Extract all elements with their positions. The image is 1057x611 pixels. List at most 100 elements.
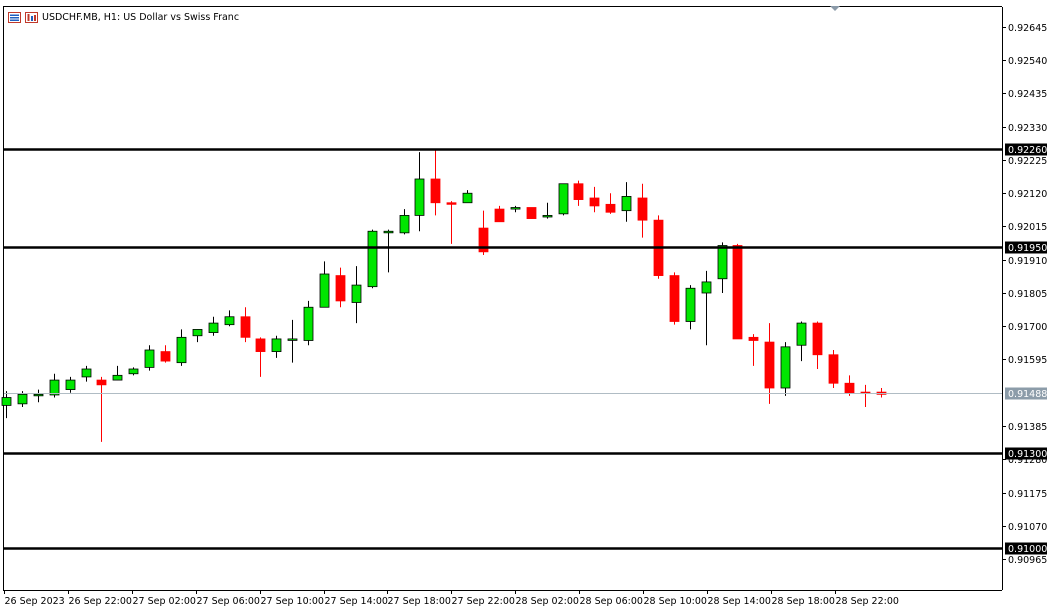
bearish-candle[interactable]: [240, 316, 251, 338]
bearish-candle[interactable]: [589, 197, 600, 207]
bullish-candle[interactable]: [287, 338, 298, 341]
level-price-label: 0.92260: [1008, 145, 1047, 156]
bearish-candle[interactable]: [478, 227, 489, 253]
bearish-candle[interactable]: [732, 245, 743, 340]
level-price-tag: [1005, 143, 1047, 156]
price-tick-label: 0.92015: [1008, 222, 1047, 233]
bearish-candle[interactable]: [160, 351, 171, 362]
bearish-candle[interactable]: [96, 379, 107, 386]
price-tick-label: 0.92435: [1008, 89, 1047, 100]
bullish-candle[interactable]: [319, 273, 330, 308]
bullish-candle[interactable]: [351, 284, 362, 303]
level-price-label: 0.91000: [1008, 544, 1047, 555]
bullish-candle[interactable]: [717, 245, 728, 280]
bullish-candle[interactable]: [271, 338, 282, 352]
time-tick-label: 28 Sep 06:00: [580, 596, 643, 607]
bearish-candle[interactable]: [446, 202, 457, 205]
price-tick-label: 0.91175: [1008, 489, 1047, 500]
time-tick-label: 27 Sep 14:00: [325, 596, 388, 607]
price-tick-label: 0.91070: [1008, 522, 1047, 533]
time-tick-label: 28 Sep 10:00: [644, 596, 707, 607]
bullish-candle[interactable]: [462, 192, 473, 204]
bullish-candle[interactable]: [383, 230, 394, 234]
bearish-candle[interactable]: [605, 203, 616, 213]
bullish-candle[interactable]: [128, 368, 139, 375]
current-price-tag: [1005, 387, 1047, 400]
chart-title-bar: USDCHF.MB, H1: US Dollar vs Swiss Franc: [8, 9, 239, 25]
bullish-candle[interactable]: [112, 374, 123, 381]
price-tick-label: 0.92645: [1008, 23, 1047, 34]
trade-panel-icon[interactable]: [25, 11, 38, 23]
bearish-candle[interactable]: [844, 382, 855, 394]
bullish-candle[interactable]: [81, 368, 92, 378]
price-tick-label: 0.91910: [1008, 256, 1047, 267]
bearish-candle[interactable]: [669, 275, 680, 322]
bullish-candle[interactable]: [701, 281, 712, 294]
bearish-candle[interactable]: [637, 197, 648, 221]
time-tick-label: 28 Sep 02:00: [516, 596, 579, 607]
bearish-candle[interactable]: [828, 354, 839, 384]
time-tick-label: 27 Sep 18:00: [388, 596, 451, 607]
bullish-candle[interactable]: [558, 183, 569, 215]
bearish-candle[interactable]: [812, 322, 823, 356]
time-tick-label: 27 Sep 02:00: [133, 596, 196, 607]
bullish-candle[interactable]: [399, 215, 410, 234]
bullish-candle[interactable]: [33, 393, 44, 397]
bullish-candle[interactable]: [144, 349, 155, 368]
bearish-candle[interactable]: [494, 208, 505, 223]
bullish-candle[interactable]: [17, 393, 28, 405]
bullish-candle[interactable]: [780, 346, 791, 389]
level-price-label: 0.91950: [1008, 243, 1047, 254]
price-tick-label: 0.90965: [1008, 555, 1047, 566]
level-price-label: 0.91300: [1008, 449, 1047, 460]
bullish-candle[interactable]: [176, 336, 187, 364]
price-tick-label: 0.91700: [1008, 322, 1047, 333]
time-tick-label: 26 Sep 22:00: [69, 596, 132, 607]
bearish-candle[interactable]: [526, 207, 537, 219]
time-tick-label: 27 Sep 10:00: [261, 596, 324, 607]
bullish-candle[interactable]: [685, 287, 696, 322]
bullish-candle[interactable]: [796, 322, 807, 346]
bearish-candle[interactable]: [335, 275, 346, 302]
level-price-tag: [1005, 447, 1047, 460]
time-tick-label: 27 Sep 06:00: [197, 596, 260, 607]
time-tick-label: 27 Sep 22:00: [452, 596, 515, 607]
bullish-candle[interactable]: [65, 379, 76, 390]
bearish-candle[interactable]: [573, 183, 584, 200]
bullish-candle[interactable]: [303, 306, 314, 341]
level-price-tag: [1005, 241, 1047, 254]
bullish-candle[interactable]: [208, 322, 219, 333]
bullish-candle[interactable]: [224, 316, 235, 326]
bullish-candle[interactable]: [367, 230, 378, 288]
bearish-candle[interactable]: [764, 341, 775, 389]
price-tick-label: 0.91280: [1008, 455, 1047, 466]
bullish-candle[interactable]: [510, 207, 521, 210]
current-price-label: 0.91488: [1008, 389, 1047, 400]
bullish-candle[interactable]: [1, 397, 12, 406]
price-tick-label: 0.92540: [1008, 56, 1047, 67]
price-tick-label: 0.92330: [1008, 123, 1047, 134]
time-tick-label: 26 Sep 2023: [5, 596, 65, 607]
price-tick-label: 0.91595: [1008, 355, 1047, 366]
bearish-candle[interactable]: [430, 178, 441, 204]
plot-area[interactable]: [3, 6, 1002, 590]
bullish-candle[interactable]: [542, 215, 553, 218]
level-price-tag: [1005, 542, 1047, 555]
bullish-candle[interactable]: [49, 379, 60, 396]
chart-title: USDCHF.MB, H1: US Dollar vs Swiss Franc: [42, 11, 240, 23]
chart-window-icon[interactable]: [8, 11, 21, 23]
chart-shift-marker[interactable]: [830, 6, 840, 11]
price-tick-label: 0.91805: [1008, 289, 1047, 300]
bearish-candle[interactable]: [748, 336, 759, 341]
time-tick-label: 28 Sep 18:00: [772, 596, 835, 607]
price-tick-label: 0.92120: [1008, 189, 1047, 200]
price-tick-label: 0.92225: [1008, 156, 1047, 167]
bullish-candle[interactable]: [414, 178, 425, 216]
bullish-candle[interactable]: [621, 196, 632, 212]
bearish-candle[interactable]: [255, 338, 266, 352]
price-tick-label: 0.91385: [1008, 422, 1047, 433]
bullish-candle[interactable]: [192, 329, 203, 337]
time-tick-label: 28 Sep 22:00: [836, 596, 899, 607]
